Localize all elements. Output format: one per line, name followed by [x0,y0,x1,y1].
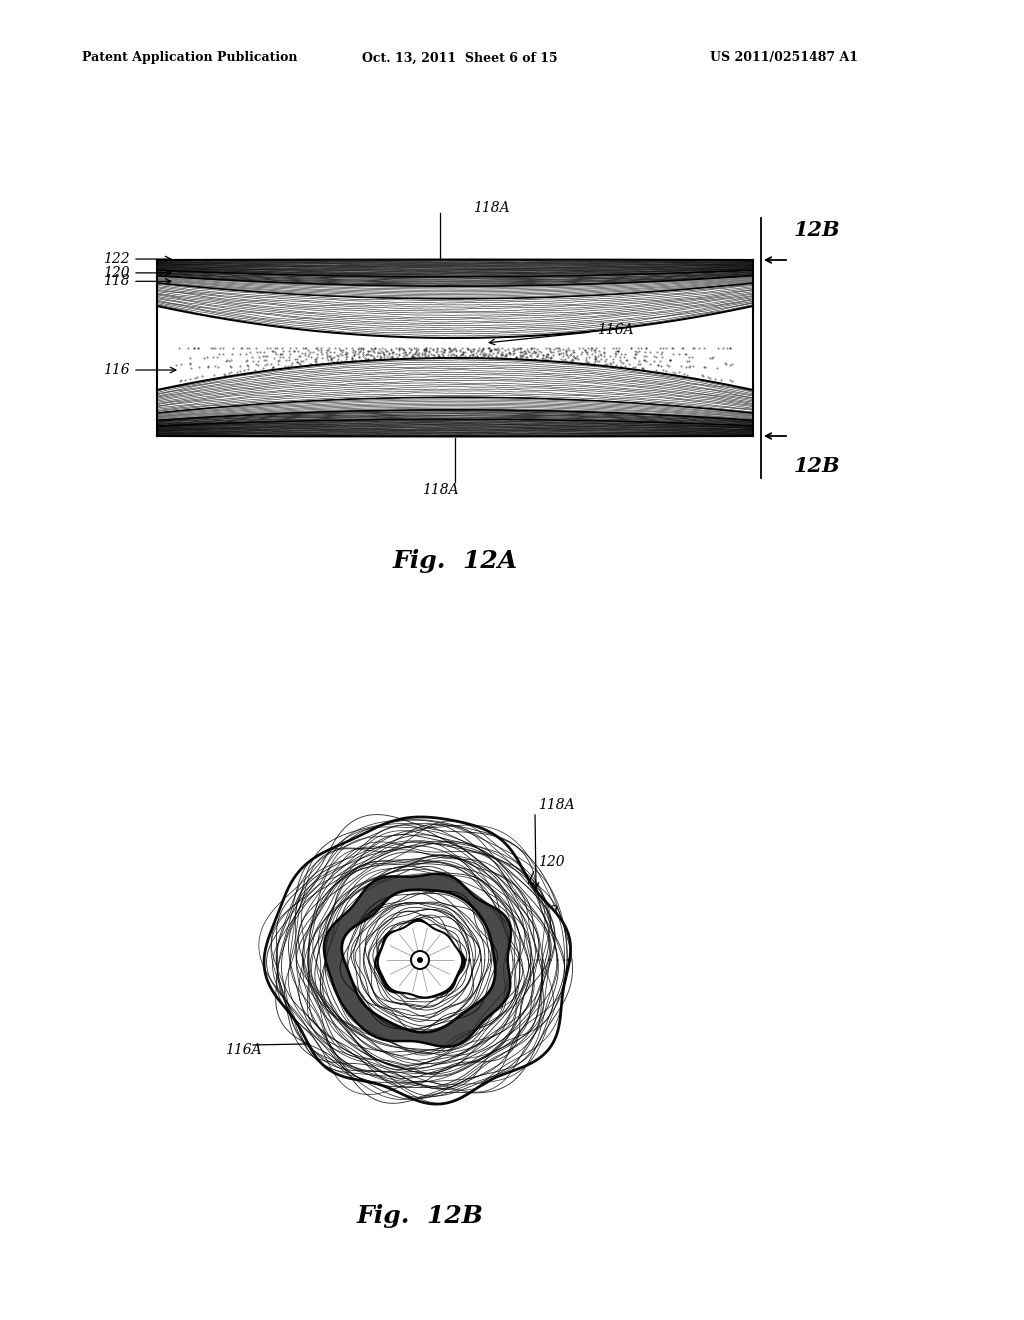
Polygon shape [157,306,753,389]
Text: 122: 122 [103,252,130,267]
Text: Fig.  12A: Fig. 12A [392,549,517,573]
Text: 116A: 116A [225,1043,261,1057]
Text: Fig.  12B: Fig. 12B [356,1204,483,1228]
Circle shape [411,950,429,969]
Text: Oct. 13, 2011  Sheet 6 of 15: Oct. 13, 2011 Sheet 6 of 15 [362,51,558,65]
Text: 12B: 12B [794,220,841,240]
Text: 116: 116 [103,363,130,378]
Text: 118A: 118A [538,799,574,812]
Text: 118A: 118A [473,201,510,215]
Text: 118: 118 [103,275,130,288]
Text: 120: 120 [103,265,130,280]
Text: 118A: 118A [422,483,459,498]
Polygon shape [262,816,571,1105]
Text: 116A: 116A [597,323,634,337]
Text: 120: 120 [538,855,564,869]
Text: 122: 122 [532,906,559,919]
Text: 12B: 12B [794,455,841,477]
Polygon shape [378,921,462,998]
Circle shape [417,957,423,964]
Text: 118: 118 [525,961,552,975]
Text: Patent Application Publication: Patent Application Publication [82,51,298,65]
Polygon shape [324,874,511,1047]
Text: US 2011/0251487 A1: US 2011/0251487 A1 [710,51,858,65]
Polygon shape [157,260,753,437]
